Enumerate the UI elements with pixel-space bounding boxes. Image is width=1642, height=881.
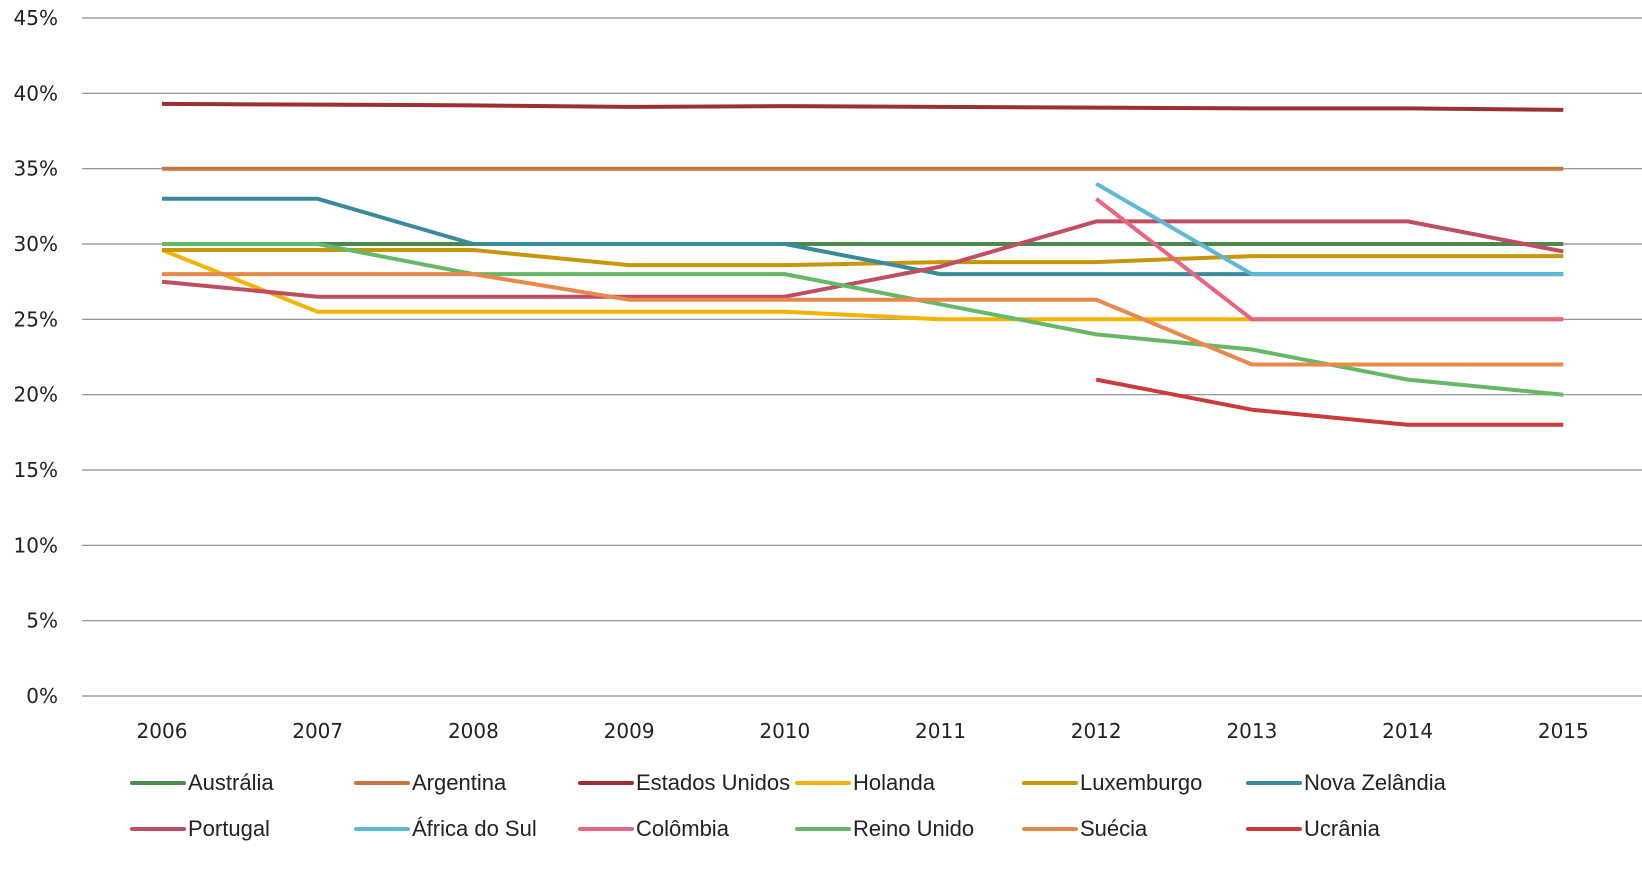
legend-label: África do Sul	[412, 816, 537, 841]
series-lines	[161, 101, 1564, 427]
legend-item: Reino Unido	[795, 816, 974, 841]
legend-label: Holanda	[853, 770, 936, 795]
legend-label: Luxemburgo	[1080, 770, 1202, 795]
x-tick-label: 2014	[1382, 719, 1433, 743]
legend-label: Argentina	[412, 770, 507, 795]
y-tick-label: 20%	[14, 383, 58, 407]
series-line	[161, 219, 1564, 299]
x-tick-label: 2015	[1538, 719, 1589, 743]
x-tick-label: 2013	[1226, 719, 1277, 743]
x-tick-label: 2012	[1071, 719, 1122, 743]
x-axis-ticks: 2006 2007 2008 2009 2010 2011 2012 2013 2014 2015	[137, 719, 1589, 743]
y-tick-label: 0%	[26, 684, 58, 708]
y-tick-label: 30%	[14, 232, 58, 256]
y-tick-label: 15%	[14, 458, 58, 482]
legend-item: Nova Zelândia	[1246, 770, 1447, 795]
legend-label: Ucrânia	[1304, 816, 1381, 841]
series-line	[162, 248, 1564, 268]
legend-item: Austrália	[130, 770, 274, 795]
series-line	[1095, 181, 1564, 277]
legend-label: Reino Unido	[853, 816, 974, 841]
y-tick-label: 25%	[14, 307, 58, 331]
y-tick-label: 10%	[14, 533, 58, 557]
y-tick-label: 45%	[14, 6, 58, 30]
legend-item: Suécia	[1022, 816, 1148, 841]
series-line	[1094, 197, 1564, 322]
legend: Austrália Argentina Estados Unidos Holanda L…	[130, 770, 1447, 841]
legend-item: África do Sul	[354, 816, 537, 841]
x-tick-label: 2009	[604, 719, 655, 743]
y-axis-ticks: 0% 5% 10% 15% 20% 25% 30% 35% 40% 45%	[14, 6, 58, 708]
x-tick-label: 2006	[137, 719, 188, 743]
x-tick-label: 2011	[915, 719, 966, 743]
legend-item: Estados Unidos	[578, 770, 790, 795]
legend-label: Suécia	[1080, 816, 1148, 841]
legend-label: Colômbia	[636, 816, 730, 841]
legend-item: Holanda	[795, 770, 936, 795]
series-line	[161, 101, 1564, 112]
legend-label: Estados Unidos	[636, 770, 790, 795]
legend-item: Luxemburgo	[1022, 770, 1202, 795]
legend-label: Austrália	[188, 770, 274, 795]
y-tick-label: 35%	[14, 157, 58, 181]
y-tick-label: 40%	[14, 81, 58, 105]
legend-item: Argentina	[354, 770, 507, 795]
series-line	[1095, 377, 1564, 427]
y-tick-label: 5%	[26, 609, 58, 633]
legend-item: Ucrânia	[1246, 816, 1381, 841]
x-tick-label: 2007	[292, 719, 343, 743]
series-line	[162, 272, 1564, 367]
legend-label: Portugal	[188, 816, 270, 841]
legend-label: Nova Zelândia	[1304, 770, 1447, 795]
x-tick-label: 2008	[448, 719, 499, 743]
legend-item: Colômbia	[578, 816, 730, 841]
gridlines	[82, 17, 1642, 697]
x-tick-label: 2010	[759, 719, 810, 743]
legend-item: Portugal	[130, 816, 270, 841]
